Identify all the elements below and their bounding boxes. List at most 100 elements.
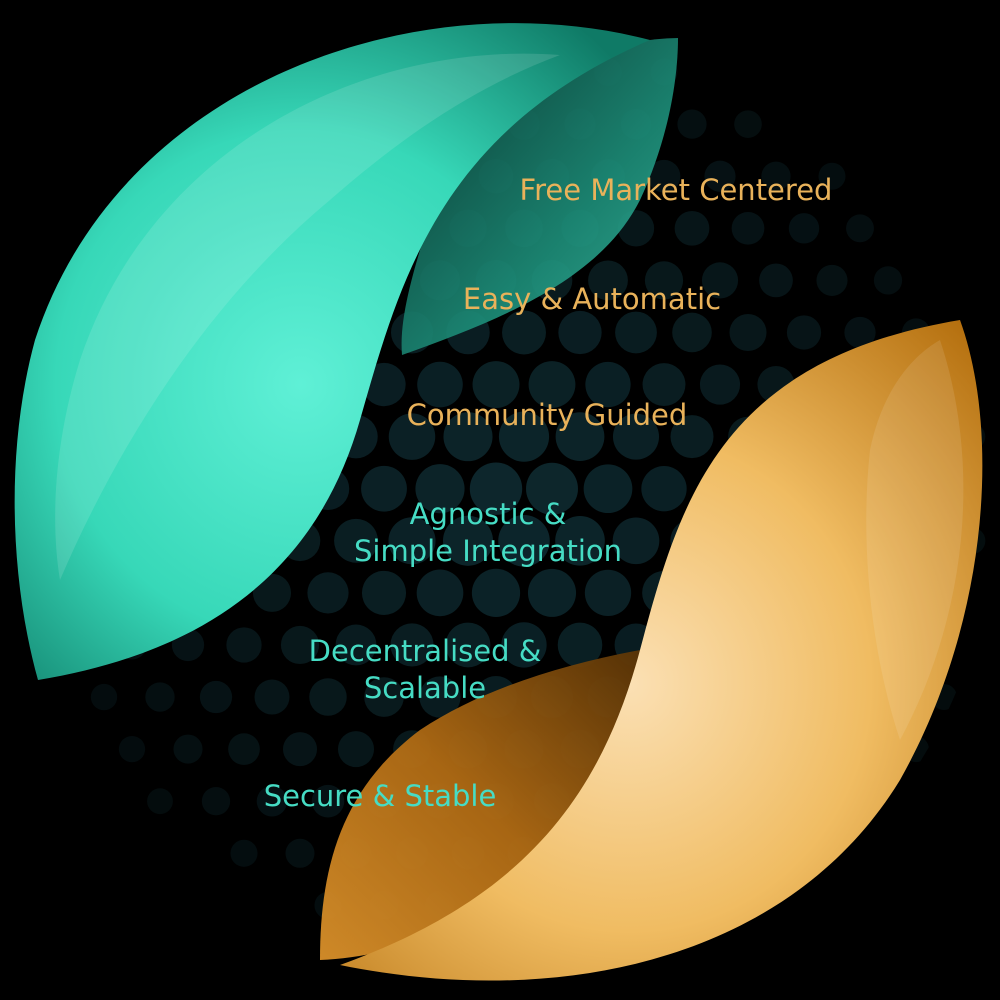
pattern-dot	[469, 462, 523, 515]
pattern-dot	[526, 462, 578, 515]
pattern-dot	[228, 733, 260, 765]
pattern-dot	[364, 677, 404, 717]
feature-label-line: Scalable	[363, 671, 487, 705]
pattern-dot	[173, 734, 203, 764]
pattern-dot	[555, 515, 605, 566]
feature-label-line: Decentralised &	[308, 634, 542, 668]
pattern-dot	[585, 361, 631, 408]
feature-label-line: Agnostic &	[409, 497, 567, 531]
pattern-dot	[282, 732, 318, 767]
pattern-dot	[527, 568, 577, 617]
pattern-dot	[498, 411, 550, 462]
pattern-dot	[731, 211, 765, 245]
pattern-dot	[472, 361, 520, 409]
pattern-dot	[145, 682, 175, 712]
pattern-dot	[557, 622, 603, 668]
pattern-dot	[588, 260, 628, 301]
pattern-dot	[443, 412, 493, 462]
pattern-dot	[528, 361, 576, 408]
pattern-dot	[390, 623, 434, 667]
pattern-dot	[612, 413, 660, 460]
pattern-dot	[415, 464, 465, 514]
teal-leaf-highlight	[55, 53, 561, 581]
pattern-dot	[674, 210, 710, 246]
feature-label: Community Guided	[407, 397, 688, 434]
pattern-dot	[555, 412, 605, 462]
pattern-dot	[788, 213, 820, 244]
pattern-dot	[704, 160, 736, 192]
gold-leaf	[340, 320, 983, 981]
pattern-dot	[558, 310, 602, 355]
pattern-dot	[361, 570, 407, 615]
pattern-dot	[644, 261, 684, 300]
pattern-dot	[445, 622, 491, 668]
pattern-dot	[334, 518, 378, 563]
pattern-dot	[701, 262, 739, 299]
pattern-dot	[699, 364, 741, 405]
feature-label-line: Community Guided	[406, 398, 688, 432]
pattern-dot	[729, 313, 767, 351]
pattern-dot	[147, 788, 173, 815]
pattern-dot	[615, 311, 657, 354]
gold-leaf-highlight	[866, 340, 964, 740]
pattern-dot	[759, 263, 793, 298]
pattern-dot	[672, 312, 712, 353]
pattern-dot	[307, 572, 349, 614]
pattern-dot	[361, 465, 407, 512]
pattern-dot	[498, 515, 550, 567]
pattern-dot	[199, 680, 233, 714]
pattern-dot	[734, 110, 762, 138]
feature-label: Agnostic & Simple Integration	[354, 496, 622, 570]
pattern-dot	[583, 464, 633, 514]
pattern-dot	[335, 624, 377, 666]
pattern-dot	[471, 568, 521, 618]
pattern-dot	[388, 413, 436, 460]
pattern-dot	[230, 839, 258, 867]
pattern-dot	[502, 310, 546, 355]
pattern-dot	[201, 787, 231, 816]
pattern-dot	[846, 214, 874, 243]
pattern-dot	[761, 161, 791, 191]
pattern-dot	[337, 731, 375, 768]
pattern-dot	[254, 679, 290, 715]
pattern-dot	[844, 316, 876, 349]
pattern-dot	[786, 315, 822, 350]
pattern-dot	[419, 676, 461, 718]
pattern-dot	[642, 363, 686, 407]
pattern-dot	[670, 415, 714, 459]
pattern-dot	[417, 361, 463, 408]
pattern-dot	[818, 162, 846, 190]
feature-label: Secure & Stable	[264, 778, 497, 815]
pattern-dot	[641, 466, 687, 512]
pattern-dot	[226, 627, 262, 663]
feature-label: Free Market Centered	[520, 172, 833, 209]
pattern-dot	[280, 625, 320, 665]
pattern-dot	[677, 109, 707, 139]
gold-leaf-inner	[320, 650, 640, 960]
pattern-dot	[252, 573, 292, 612]
pattern-dot	[285, 838, 315, 868]
pattern-dot	[256, 785, 288, 817]
pattern-dot	[501, 622, 547, 668]
pattern-dot	[612, 517, 660, 565]
pattern-dot	[118, 735, 146, 763]
feature-label-line: Secure & Stable	[263, 779, 497, 813]
pattern-dot	[442, 515, 494, 566]
feature-label-line: Free Market Centered	[519, 173, 833, 207]
feature-label-line: Simple Integration	[353, 534, 623, 568]
pattern-dot	[309, 678, 347, 716]
feature-label-line: Easy & Automatic	[462, 282, 722, 316]
pattern-dot	[416, 569, 464, 617]
pattern-dot	[90, 683, 118, 711]
pattern-dot	[816, 264, 848, 296]
pattern-dot	[388, 517, 436, 565]
feature-label: Easy & Automatic	[463, 281, 721, 318]
feature-label: Decentralised & Scalable	[309, 633, 542, 707]
pattern-dot	[311, 784, 345, 818]
pattern-dot	[873, 266, 903, 295]
teal-leaf-inner	[401, 38, 678, 355]
pattern-dot	[584, 569, 632, 617]
teal-leaf	[14, 23, 651, 680]
